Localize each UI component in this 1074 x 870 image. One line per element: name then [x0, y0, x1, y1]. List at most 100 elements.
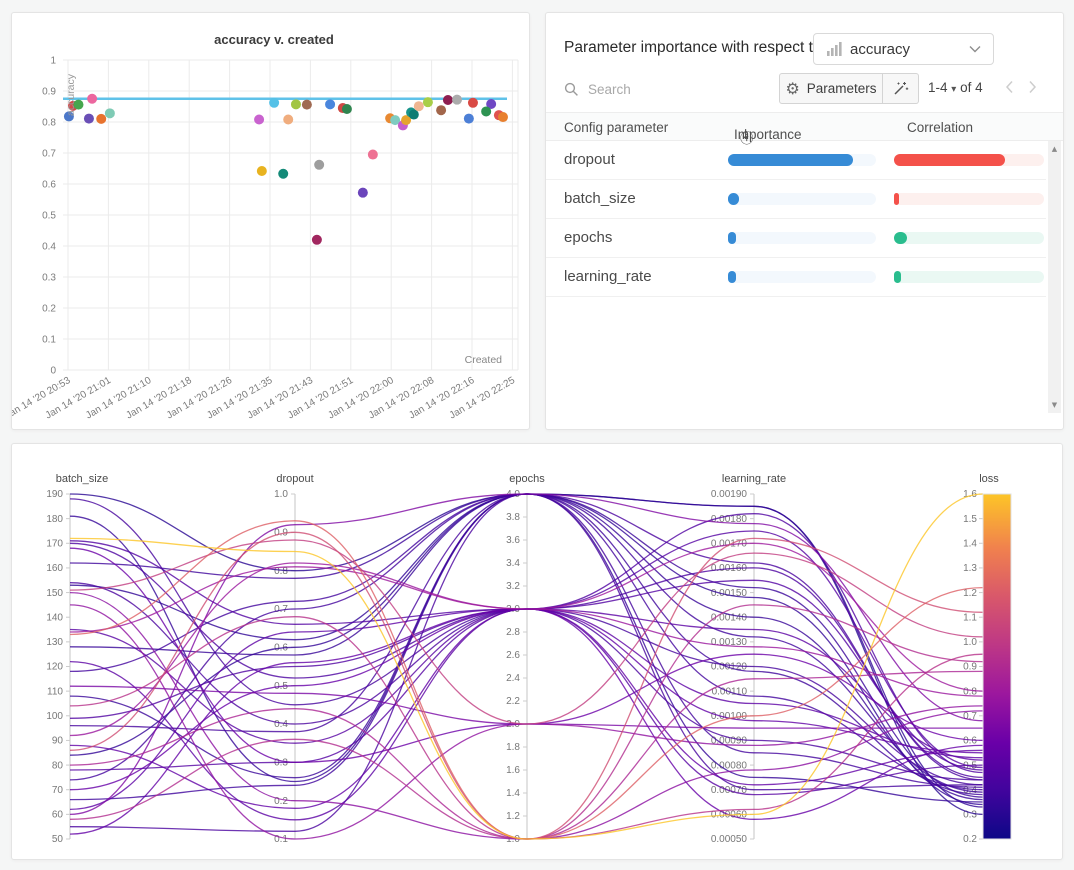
svg-text:100: 100	[46, 711, 63, 722]
run-point[interactable]	[96, 114, 106, 124]
svg-text:1.8: 1.8	[506, 742, 520, 753]
correlation-bar	[894, 193, 1044, 205]
run-point[interactable]	[452, 95, 462, 105]
pagination-of: of 4	[960, 80, 983, 95]
dimension-label-dropout: dropout	[276, 473, 313, 485]
magic-wand-button[interactable]	[883, 73, 919, 104]
importance-bar	[728, 193, 876, 205]
run-point[interactable]	[368, 150, 378, 160]
run-point[interactable]	[481, 106, 491, 116]
scatter-panel: 10.90.80.70.60.50.40.30.20.10Jan 14 '20 …	[11, 12, 530, 430]
svg-text:0.2: 0.2	[42, 304, 56, 315]
run-point[interactable]	[84, 114, 94, 124]
run-point[interactable]	[105, 108, 115, 118]
svg-text:0.6: 0.6	[42, 180, 56, 191]
config-parameter-name: epochs	[564, 229, 612, 246]
chevron-right-icon[interactable]	[1024, 79, 1040, 95]
svg-text:0: 0	[50, 366, 56, 377]
run-point[interactable]	[87, 94, 97, 104]
run-point[interactable]	[302, 100, 312, 110]
svg-text:1.0: 1.0	[963, 637, 977, 648]
chevron-down-icon	[969, 45, 981, 53]
run-point[interactable]	[464, 114, 474, 124]
loss-colorbar	[983, 494, 1011, 839]
table-row-dropout[interactable]: dropout	[546, 141, 1046, 180]
parallel-coordinates-chart[interactable]: 1901801701601501401301201101009080706050…	[12, 444, 1062, 859]
svg-text:0.9: 0.9	[42, 87, 56, 98]
svg-text:0.3: 0.3	[42, 273, 56, 284]
run-point[interactable]	[498, 112, 508, 122]
parameters-button[interactable]: ⚙ Parameters	[779, 73, 883, 104]
svg-text:0.5: 0.5	[42, 211, 56, 222]
run-point[interactable]	[468, 98, 478, 108]
scatter-chart[interactable]: 10.90.80.70.60.50.40.30.20.10Jan 14 '20 …	[12, 13, 529, 429]
svg-text:1.4: 1.4	[963, 538, 977, 549]
run-point[interactable]	[358, 188, 368, 198]
pagination-control[interactable]: 1-4 ▾ of 4	[928, 80, 983, 95]
svg-text:1.0: 1.0	[274, 489, 288, 500]
parallel-coordinates-panel: 1901801701601501401301201101009080706050…	[11, 443, 1063, 860]
parameter-importance-panel: Parameter importance with respect to acc…	[545, 12, 1064, 430]
svg-text:1.3: 1.3	[963, 563, 977, 574]
svg-text:120: 120	[46, 662, 63, 673]
run-point[interactable]	[414, 101, 424, 111]
run-point[interactable]	[312, 235, 322, 245]
run-point[interactable]	[278, 169, 288, 179]
search-input[interactable]	[586, 81, 750, 98]
dimension-label-batch_size: batch_size	[56, 473, 109, 485]
table-scrollbar[interactable]: ▲ ▼	[1048, 141, 1061, 413]
config-parameter-name: batch_size	[564, 190, 636, 207]
svg-text:90: 90	[52, 736, 64, 747]
pagination-range: 1-4	[928, 80, 948, 95]
run-point[interactable]	[257, 166, 267, 176]
importance-table-body: dropout batch_sizeepochs learning_rate	[546, 141, 1046, 297]
svg-text:130: 130	[46, 637, 63, 648]
svg-text:2.2: 2.2	[506, 696, 520, 707]
panel-title: Parameter importance with respect to	[564, 39, 822, 57]
svg-text:2.4: 2.4	[506, 673, 520, 684]
svg-text:0.00190: 0.00190	[711, 489, 748, 500]
importance-bar	[728, 271, 876, 283]
column-config-parameter: Config parameter	[564, 120, 668, 135]
metric-dropdown[interactable]: accuracy	[813, 33, 994, 65]
magic-wand-icon	[892, 80, 909, 97]
svg-text:0.2: 0.2	[963, 834, 977, 845]
svg-text:170: 170	[46, 538, 63, 549]
run-point[interactable]	[409, 110, 419, 120]
correlation-bar	[894, 271, 1044, 283]
svg-text:2.8: 2.8	[506, 627, 520, 638]
scroll-down-icon: ▼	[1048, 401, 1061, 409]
run-point[interactable]	[423, 97, 433, 107]
table-row-batch_size[interactable]: batch_size	[546, 180, 1046, 219]
table-row-epochs[interactable]: epochs	[546, 219, 1046, 258]
column-correlation[interactable]: Correlation	[907, 120, 973, 135]
run-point[interactable]	[291, 99, 301, 109]
svg-text:3.6: 3.6	[506, 535, 520, 546]
svg-text:0.00080: 0.00080	[711, 760, 748, 771]
svg-text:180: 180	[46, 514, 63, 525]
svg-text:3.2: 3.2	[506, 581, 520, 592]
run-point[interactable]	[325, 99, 335, 109]
dashboard: 10.90.80.70.60.50.40.30.20.10Jan 14 '20 …	[0, 0, 1074, 870]
svg-text:150: 150	[46, 588, 63, 599]
run-point[interactable]	[269, 98, 279, 108]
svg-text:1.2: 1.2	[506, 811, 520, 822]
x-axis-label: Created	[465, 354, 503, 366]
dimension-label-learning_rate: learning_rate	[722, 473, 786, 485]
table-row-learning_rate[interactable]: learning_rate	[546, 258, 1046, 297]
run-point[interactable]	[314, 160, 324, 170]
table-controls: ⚙ Parameters	[779, 73, 919, 104]
run-point[interactable]	[342, 104, 352, 114]
chevron-left-icon[interactable]	[1002, 79, 1018, 95]
run-point[interactable]	[443, 95, 453, 105]
run-point[interactable]	[436, 105, 446, 115]
run-point[interactable]	[283, 115, 293, 125]
search-icon	[564, 82, 579, 97]
svg-text:2.6: 2.6	[506, 650, 520, 661]
importance-bar	[728, 154, 876, 166]
bar-chart-icon	[827, 42, 842, 56]
run-point[interactable]	[254, 115, 264, 125]
svg-text:190: 190	[46, 489, 63, 500]
svg-text:0.00050: 0.00050	[711, 834, 748, 845]
y-axis-label: accuracy	[65, 73, 77, 116]
